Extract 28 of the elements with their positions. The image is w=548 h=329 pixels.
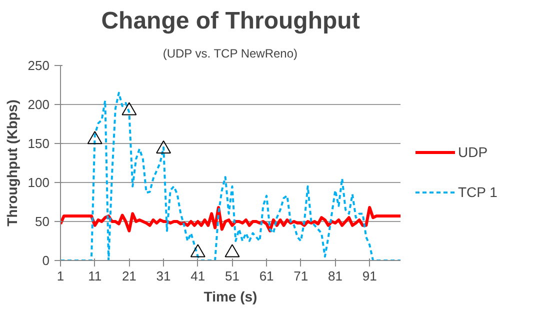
x-tick-label: 51 xyxy=(224,268,240,284)
chart-subtitle: (UDP vs. TCP NewReno) xyxy=(162,46,298,60)
point xyxy=(224,244,240,258)
x-tick-label: 81 xyxy=(328,268,342,284)
x-tick-label: 91 xyxy=(362,268,377,284)
y-tick-label: 150 xyxy=(28,136,50,151)
x-tick-label: 41 xyxy=(190,268,206,284)
x-axis-title: Time (s) xyxy=(204,288,258,304)
legend-label: UDP xyxy=(458,144,488,160)
point xyxy=(87,131,102,144)
x-tick-label: 11 xyxy=(88,268,102,284)
x-tick-label: 21 xyxy=(122,268,136,284)
point xyxy=(156,140,172,154)
y-tick-label: 50 xyxy=(35,214,50,229)
y-tick-label: 250 xyxy=(28,58,50,73)
y-tick-label: 200 xyxy=(28,97,50,112)
y-tick-label: 100 xyxy=(28,175,50,190)
x-tick-label: 31 xyxy=(156,268,171,284)
y-tick-label: 0 xyxy=(42,253,50,268)
legend-label: TCP 1 xyxy=(458,184,498,200)
point xyxy=(122,102,137,116)
x-tick-label: 61 xyxy=(259,268,274,284)
x-tick-label: 71 xyxy=(294,268,308,284)
line-series xyxy=(60,206,400,232)
point xyxy=(190,244,206,258)
chart-title: Change of Throughput xyxy=(101,8,360,34)
x-tick-label: 1 xyxy=(56,268,64,284)
y-axis-title: Throughput (Kbps) xyxy=(4,100,20,226)
